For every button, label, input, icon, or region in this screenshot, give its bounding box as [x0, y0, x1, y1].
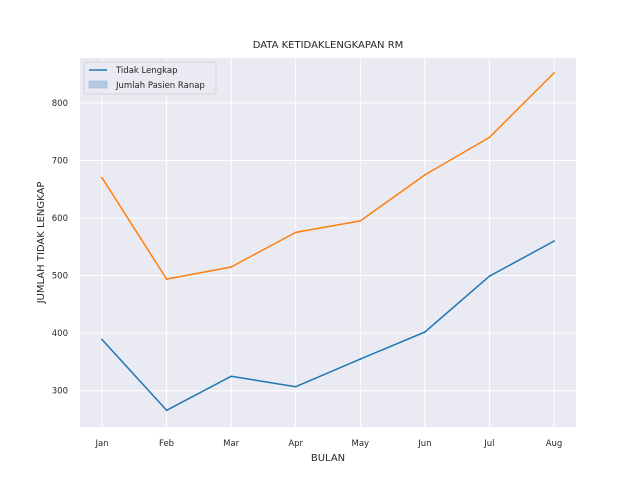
- point-jumlah-pasien-ranap-feb: [165, 278, 168, 280]
- y-ticks: 300 400 500 600 700 800: [52, 99, 68, 397]
- y-tick-label-300: 300: [52, 387, 68, 397]
- point-tidak-lengkap-feb: [165, 409, 168, 412]
- y-axis-label: JUMLAH TIDAK LENGKAP: [36, 182, 47, 305]
- chart-title: DATA KETIDAKLENGKAPAN RM: [253, 40, 404, 51]
- point-tidak-lengkap-jan: [101, 338, 103, 341]
- y-tick-label-500: 500: [52, 272, 68, 282]
- point-tidak-lengkap-mar: [230, 375, 233, 378]
- legend-label-tidak-lengkap: Tidak Lengkap: [115, 66, 178, 76]
- point-tidak-lengkap-aug: [553, 240, 555, 242]
- point-jumlah-pasien-ranap-aug: [553, 72, 555, 74]
- point-tidak-lengkap-apr: [294, 385, 297, 388]
- x-tick-label-aug: Aug: [546, 439, 563, 449]
- point-tidak-lengkap-jul: [488, 275, 491, 278]
- legend-box: [83, 61, 217, 95]
- x-axis-label: BULAN: [311, 453, 345, 464]
- series-line-jumlah-pasien-ranap: [101, 72, 555, 280]
- y-tick-label-400: 400: [52, 329, 68, 339]
- point-jumlah-pasien-ranap-jun: [423, 173, 426, 176]
- point-jumlah-pasien-ranap-jan: [101, 176, 103, 179]
- x-tick-label-feb: Feb: [159, 439, 174, 449]
- x-tick-label-jun: Jun: [417, 439, 431, 449]
- x-tick-label-may: May: [351, 439, 369, 449]
- x-tick-label-jul: Jul: [483, 439, 494, 449]
- legend: Tidak Lengkap Jumlah Pasien Ranap: [83, 61, 217, 95]
- x-ticks: Jan Feb Mar Apr May Jun Jul Aug: [94, 439, 562, 449]
- plot-area: [80, 58, 576, 427]
- point-jumlah-pasien-ranap-apr: [294, 231, 297, 234]
- point-jumlah-pasien-ranap-may: [359, 220, 362, 222]
- series-layer: [101, 72, 555, 412]
- x-tick-label-jan: Jan: [94, 439, 108, 449]
- grid: [80, 58, 576, 427]
- point-jumlah-pasien-ranap-jul: [488, 136, 491, 139]
- series-line-tidak-lengkap: [101, 240, 555, 412]
- legend-swatch-jumlah-pasien-ranap: [88, 80, 108, 89]
- point-jumlah-pasien-ranap-mar: [230, 266, 233, 268]
- x-tick-label-apr: Apr: [288, 439, 303, 449]
- legend-label-jumlah-pasien-ranap: Jumlah Pasien Ranap: [115, 81, 205, 91]
- y-tick-label-800: 800: [52, 99, 68, 109]
- x-tick-label-mar: Mar: [223, 439, 240, 449]
- y-tick-label-600: 600: [52, 214, 68, 224]
- y-tick-label-700: 700: [52, 156, 68, 166]
- point-tidak-lengkap-may: [359, 358, 362, 360]
- point-tidak-lengkap-jun: [423, 331, 426, 333]
